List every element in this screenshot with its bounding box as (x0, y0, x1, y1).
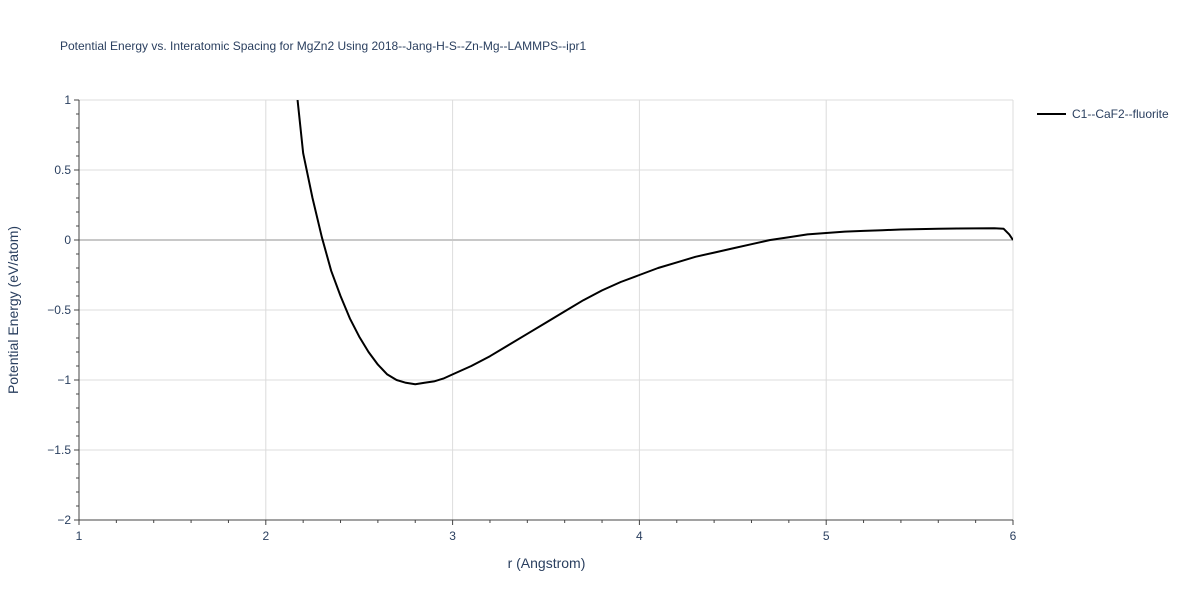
x-tick-label: 2 (262, 529, 269, 543)
y-tick-label: −2 (57, 513, 71, 527)
x-tick-label: 4 (636, 529, 643, 543)
y-tick-label: −0.5 (47, 303, 71, 317)
y-tick-label: −1.5 (47, 443, 71, 457)
y-tick-label: 0.5 (54, 163, 71, 177)
x-tick-label: 5 (823, 529, 830, 543)
axes: 1 2 3 4 5 6 1 0.5 0 −0.5 −1 −1.5 −2 (47, 93, 1016, 543)
y-tick-label: 1 (64, 93, 71, 107)
x-tick-label: 1 (76, 529, 83, 543)
x-axis-title: r (Angstrom) (508, 555, 586, 571)
series-layer (296, 100, 1013, 386)
x-tick-label: 3 (449, 529, 456, 543)
y-axis-title: Potential Energy (eV/atom) (5, 226, 21, 394)
x-tick-label: 6 (1010, 529, 1017, 543)
grid (79, 99, 1014, 520)
chart-title: Potential Energy vs. Interatomic Spacing… (60, 39, 587, 53)
legend-label: C1--CaF2--fluorite (1072, 107, 1169, 121)
y-tick-label: 0 (64, 233, 71, 247)
series-line-1 (296, 100, 1013, 386)
legend[interactable]: C1--CaF2--fluorite (1037, 107, 1169, 121)
y-tick-label: −1 (57, 373, 71, 387)
